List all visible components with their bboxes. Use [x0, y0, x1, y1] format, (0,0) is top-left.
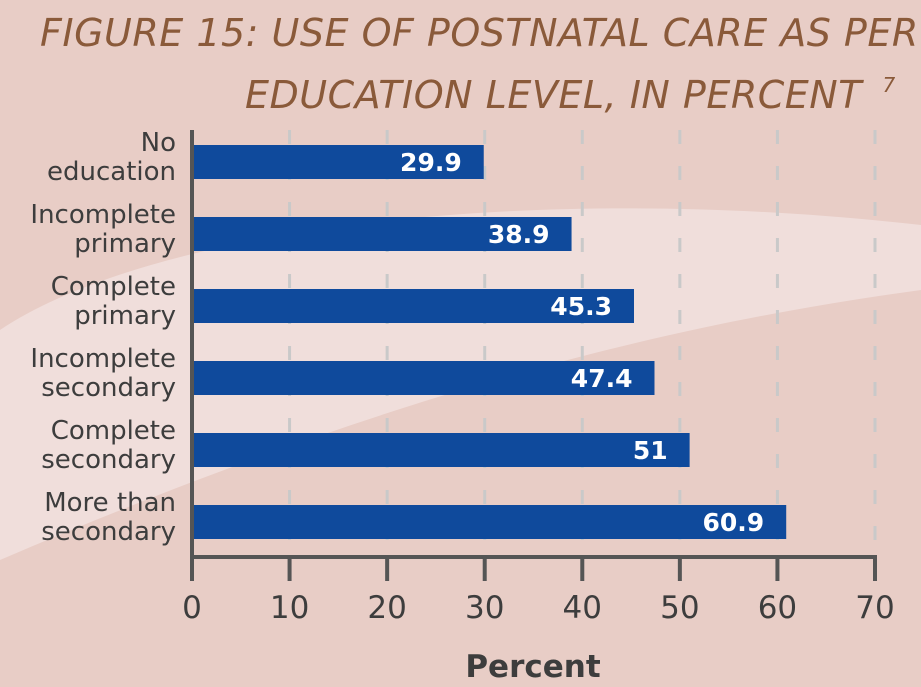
x-tick-label: 0: [182, 590, 202, 626]
bar-value-label: 38.9: [488, 220, 550, 249]
bars: [192, 145, 787, 539]
category-label: primary: [74, 301, 176, 331]
x-tick-label: 50: [660, 590, 699, 626]
bar: [192, 289, 634, 323]
title-line-2-text: EDUCATION LEVEL, IN PERCENT: [245, 73, 864, 117]
x-tick-labels: 0 10 20 30 40 50 60 70: [182, 590, 895, 626]
bar-value-label: 45.3: [550, 292, 612, 321]
title-line-2: EDUCATION LEVEL, IN PERCENT 7: [245, 73, 896, 117]
x-axis-title: Percent: [465, 649, 601, 685]
category-label: No: [141, 128, 176, 158]
title-line-1: FIGURE 15: USE OF POSTNATAL CARE AS PER: [40, 11, 919, 55]
category-label: secondary: [41, 517, 176, 547]
category-label: primary: [74, 229, 176, 259]
axes: [190, 130, 877, 581]
category-label: Complete: [51, 272, 176, 302]
category-label: Complete: [51, 416, 176, 446]
bar: [192, 505, 787, 539]
category-label: Incomplete: [30, 344, 176, 374]
category-label: education: [47, 157, 176, 187]
bar-value-label: 51: [633, 436, 668, 465]
x-tick-label: 10: [270, 590, 309, 626]
bar: [192, 361, 655, 395]
category-label: secondary: [41, 373, 176, 403]
x-tick-label: 40: [563, 590, 602, 626]
x-tick-label: 20: [367, 590, 406, 626]
category-labels: NoeducationIncompleteprimaryCompleteprim…: [30, 128, 176, 547]
x-tick-label: 30: [465, 590, 504, 626]
title-footnote-superscript: 7: [883, 73, 896, 97]
category-label: Incomplete: [30, 200, 176, 230]
bar: [192, 217, 572, 251]
bar: [192, 145, 484, 179]
bar: [192, 433, 690, 467]
x-tick-label: 70: [855, 590, 894, 626]
category-label: More than: [44, 488, 176, 518]
value-labels: 29.9 38.9 45.3 47.4 51 60.9: [400, 148, 764, 537]
bar-value-label: 60.9: [703, 508, 765, 537]
category-label: secondary: [41, 445, 176, 475]
bar-value-label: 47.4: [571, 364, 633, 393]
x-tick-label: 60: [758, 590, 797, 626]
bar-value-label: 29.9: [400, 148, 462, 177]
chart-title: FIGURE 15: USE OF POSTNATAL CARE AS PER …: [40, 11, 919, 117]
